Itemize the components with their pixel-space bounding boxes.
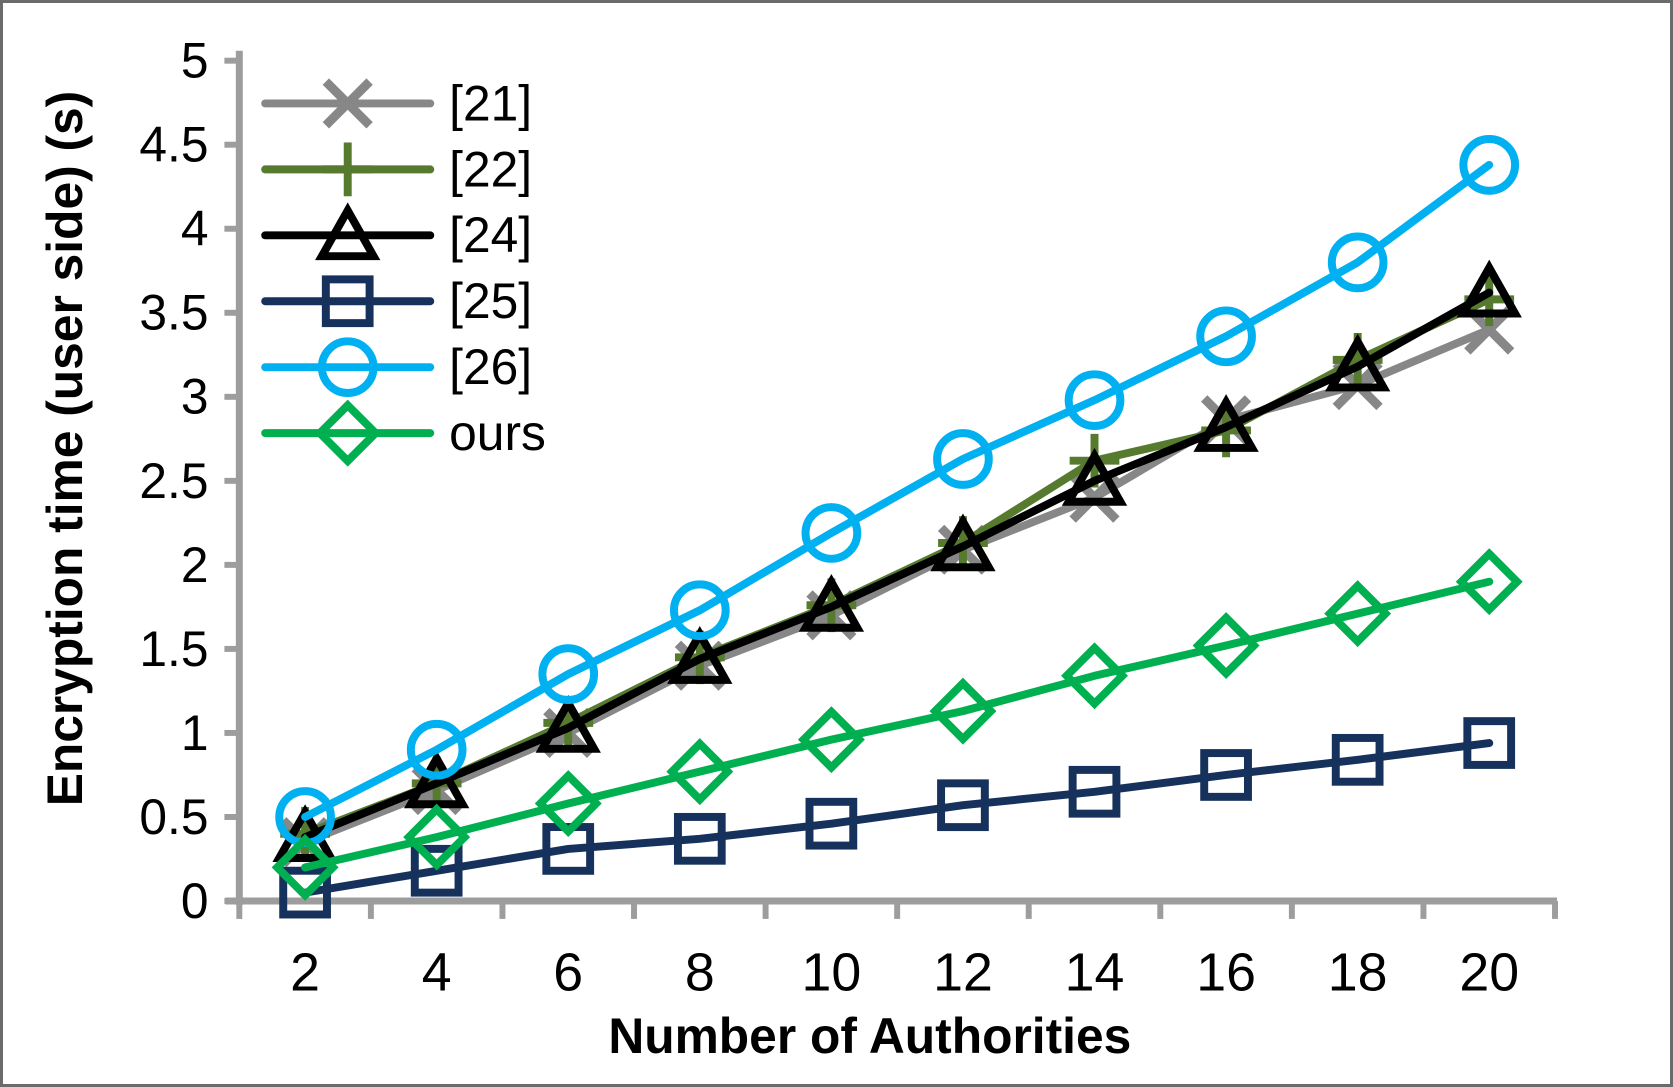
- x-tick-label: 4: [422, 943, 452, 1003]
- y-tick-label: 4.5: [139, 117, 208, 173]
- encryption-time-line-chart: 0 0.5 1 1.5 2 2.5 3 3.5 4 4.5 5 2 4 6 8 10 12 14 16 18 20 [2…: [37, 33, 1558, 1064]
- legend-item-ours: ours: [261, 399, 546, 467]
- diamond-marker-icon: [1192, 612, 1260, 680]
- triangle-marker-icon: [1061, 447, 1128, 506]
- triangle-marker-icon: [315, 202, 381, 261]
- legend-label: [22]: [449, 141, 532, 197]
- y-axis-title: Encryption time (user side) (s): [37, 91, 93, 807]
- square-marker-icon: [410, 844, 463, 897]
- square-marker-icon: [673, 812, 726, 865]
- triangle-marker-icon: [1193, 394, 1259, 452]
- diamond-marker-icon: [271, 833, 339, 901]
- y-tick-label: 1.5: [139, 621, 208, 677]
- diamond-marker-icon: [1061, 642, 1128, 710]
- circle-marker-icon: [1459, 135, 1520, 195]
- series-25: [279, 717, 1516, 919]
- triangle-marker-icon: [1324, 333, 1391, 392]
- diamond-marker-icon: [403, 803, 471, 871]
- square-marker-icon: [1463, 717, 1516, 769]
- circle-marker-icon: [669, 580, 730, 641]
- triangle-marker-icon: [798, 573, 865, 632]
- circle-marker-icon: [538, 644, 599, 704]
- circle-marker-icon: [801, 503, 862, 563]
- diamond-marker-icon: [314, 399, 382, 467]
- x-tick-label: 20: [1459, 943, 1519, 1003]
- circle-marker-icon: [933, 429, 993, 489]
- diamond-marker-icon: [929, 677, 997, 745]
- y-tick-label: 4: [181, 201, 209, 257]
- circle-marker-icon: [406, 719, 467, 780]
- legend-label: [24]: [449, 207, 532, 263]
- diamond-marker-icon: [666, 738, 734, 806]
- y-tick-label: 5: [181, 33, 209, 89]
- triangle-marker-icon: [1456, 259, 1522, 318]
- x-tick-label: 16: [1196, 943, 1256, 1003]
- square-marker-icon: [1331, 733, 1384, 786]
- x-tick-label: 6: [553, 943, 583, 1003]
- legend-label: [26]: [449, 339, 532, 395]
- triangle-marker-icon: [535, 694, 601, 753]
- circle-marker-icon: [1327, 232, 1388, 293]
- circle-marker-icon: [1196, 306, 1256, 367]
- axes-layer: 0 0.5 1 1.5 2 2.5 3 3.5 4 4.5 5 2 4 6 8 10 12 14 16 18 20: [139, 33, 1558, 1003]
- triangle-marker-icon: [930, 513, 996, 572]
- series-line-24: [301, 288, 1494, 842]
- legend-label: [21]: [449, 75, 532, 131]
- legend: [21] [22] [24] [25] [26] ours: [261, 75, 546, 467]
- x-axis-title: Number of Authorities: [608, 1008, 1131, 1064]
- y-tick-label: 0: [181, 873, 209, 929]
- square-marker-icon: [1068, 765, 1121, 818]
- series-line-21: [301, 325, 1494, 847]
- series-ours: [271, 548, 1523, 901]
- legend-item-25: [25]: [261, 273, 532, 329]
- triangle-marker-icon: [667, 626, 733, 684]
- legend-item-22: [22]: [261, 141, 532, 197]
- diamond-marker-icon: [1324, 580, 1392, 648]
- y-tick-label: 2.5: [139, 453, 208, 509]
- square-marker-icon: [937, 779, 989, 832]
- circle-marker-icon: [317, 337, 378, 398]
- y-tick-label: 3.5: [139, 285, 208, 341]
- x-tick-label: 10: [802, 943, 862, 1003]
- circle-marker-icon: [1064, 370, 1125, 431]
- y-tick-label: 0.5: [139, 789, 208, 845]
- diamond-marker-icon: [1455, 548, 1523, 616]
- x-tick-label: 2: [290, 943, 320, 1003]
- square-marker-icon: [321, 275, 374, 328]
- legend-item-21: [21]: [261, 75, 532, 131]
- series-line-ours: [301, 577, 1494, 872]
- series-26: [275, 135, 1520, 847]
- series-line-26: [301, 160, 1494, 821]
- legend-label: ours: [449, 405, 546, 461]
- x-marker-icon: [322, 78, 373, 129]
- legend-item-24: [24]: [261, 202, 532, 263]
- series-line-25: [301, 739, 1494, 897]
- x-tick-label: 8: [685, 943, 715, 1003]
- square-marker-icon: [805, 797, 858, 850]
- diamond-marker-icon: [534, 770, 602, 838]
- legend-label: [25]: [449, 273, 532, 329]
- y-tick-label: 2: [181, 537, 209, 593]
- diamond-marker-icon: [797, 706, 865, 774]
- legend-item-26: [26]: [261, 337, 532, 398]
- x-tick-label: 14: [1065, 943, 1125, 1003]
- square-marker-icon: [1200, 749, 1252, 801]
- plus-marker-icon: [322, 142, 373, 197]
- x-tick-label: 18: [1328, 943, 1388, 1003]
- series-layer: [271, 135, 1523, 919]
- x-tick-label: 12: [933, 943, 993, 1003]
- y-tick-label: 3: [181, 369, 209, 425]
- y-tick-label: 1: [181, 705, 209, 761]
